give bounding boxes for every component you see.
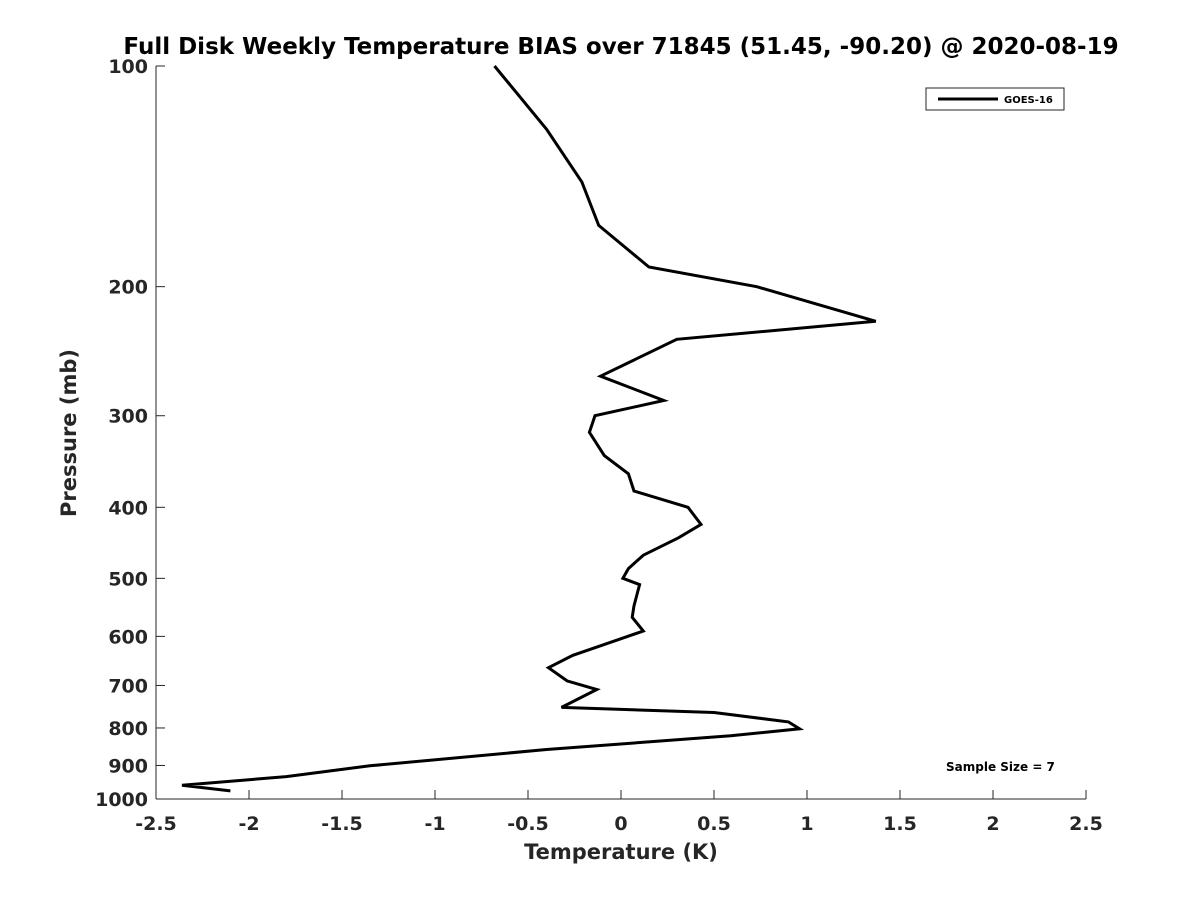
y-axis-ticks: 100 200 300 400 500 600 700 800 900 1000 [95, 56, 165, 811]
series-line-goes-16 [181, 65, 877, 793]
x-axis-label: Temperature (K) [524, 840, 718, 864]
x-tick-label: 1.5 [883, 813, 917, 835]
x-tick-label: 2.5 [1069, 813, 1103, 835]
x-tick-label: -2.5 [135, 813, 177, 835]
x-tick-label: -1 [424, 813, 445, 835]
y-axis-label: Pressure (mb) [57, 349, 81, 517]
y-tick-label: 500 [108, 568, 148, 590]
x-tick-label: 2 [986, 813, 999, 835]
chart-title: Full Disk Weekly Temperature BIAS over 7… [123, 34, 1118, 60]
y-tick-label: 1000 [95, 789, 148, 811]
y-tick-label: 900 [108, 755, 148, 777]
x-tick-label: 1 [800, 813, 813, 835]
data-series [181, 65, 877, 793]
y-tick-label: 600 [108, 626, 148, 648]
y-tick-label: 200 [108, 277, 148, 299]
x-tick-label: -1.5 [321, 813, 363, 835]
legend-label-goes-16: GOES-16 [1004, 95, 1053, 106]
y-tick-label: 400 [108, 497, 148, 519]
x-tick-label: -0.5 [507, 813, 549, 835]
x-tick-label: 0 [614, 813, 627, 835]
legend: GOES-16 [925, 87, 1065, 111]
x-tick-label: 0.5 [697, 813, 731, 835]
y-tick-label: 300 [108, 406, 148, 428]
x-tick-label: -2 [238, 813, 259, 835]
y-tick-label: 100 [108, 56, 148, 78]
sample-size-annotation: Sample Size = 7 [946, 760, 1055, 774]
y-tick-label: 800 [108, 718, 148, 740]
x-axis-ticks: -2.5 -2 -1.5 -1 -0.5 0 0.5 1 1.5 2 2.5 [135, 790, 1103, 835]
y-tick-label: 700 [108, 675, 148, 697]
